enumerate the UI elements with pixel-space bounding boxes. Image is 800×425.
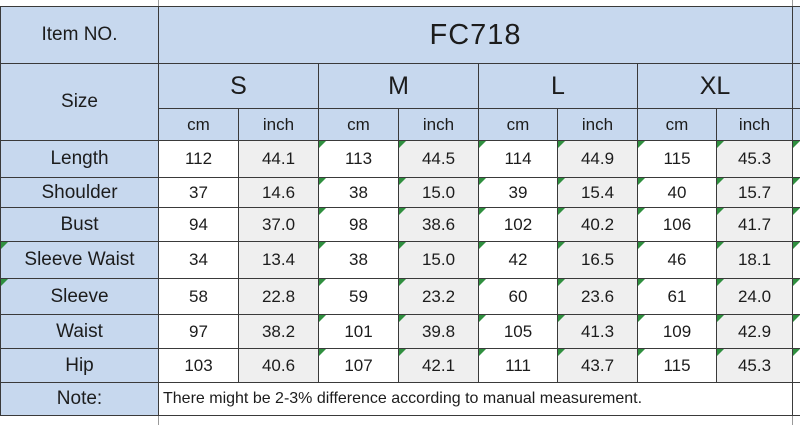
row-label: Bust (0, 207, 159, 242)
cutoff-column-cell (792, 140, 800, 178)
measurement-cell: 13.4 (238, 241, 319, 279)
note-text: There might be 2-3% difference according… (157, 382, 794, 416)
measurement-cell: 39 (478, 177, 558, 208)
size-label: Size (0, 63, 159, 141)
measurement-cell: 115 (637, 140, 717, 178)
size-chart-table: Item NO. FC718 Size S M L XL cm inch cm … (0, 6, 800, 416)
row-label: Hip (0, 348, 159, 383)
cutoff-column-cell (792, 63, 800, 109)
measurement-cell: 98 (318, 207, 399, 242)
measurement-cell: 14.6 (238, 177, 319, 208)
measurement-cell: 109 (637, 314, 717, 349)
size-header-s: S (158, 63, 319, 109)
unit-header-inch: inch (557, 108, 638, 141)
measurement-cell: 44.5 (398, 140, 479, 178)
measurement-cell: 23.6 (557, 278, 638, 315)
measurement-cell: 15.0 (398, 241, 479, 279)
unit-header-cm: cm (478, 108, 558, 141)
measurement-cell: 15.4 (557, 177, 638, 208)
measurement-cell: 61 (637, 278, 717, 315)
measurement-cell: 106 (637, 207, 717, 242)
measurement-cell: 43.7 (557, 348, 638, 383)
measurement-cell: 42 (478, 241, 558, 279)
grid-line (158, 0, 159, 6)
grid-line (792, 416, 793, 425)
measurement-cell: 22.8 (238, 278, 319, 315)
measurement-cell: 45.3 (715, 140, 794, 178)
measurement-cell: 23.2 (398, 278, 479, 315)
measurement-cell: 40 (637, 177, 717, 208)
measurement-cell: 42.1 (398, 348, 479, 383)
measurement-cell: 34 (158, 241, 239, 279)
measurement-cell: 40.6 (238, 348, 319, 383)
measurement-cell: 46 (637, 241, 717, 279)
measurement-cell: 114 (478, 140, 558, 178)
measurement-cell: 44.9 (557, 140, 638, 178)
measurement-cell: 101 (318, 314, 399, 349)
measurement-cell: 38.6 (398, 207, 479, 242)
cutoff-column-cell (792, 108, 800, 141)
unit-header-cm: cm (637, 108, 717, 141)
measurement-cell: 15.7 (715, 177, 794, 208)
row-label: Length (0, 140, 159, 178)
measurement-cell: 24.0 (715, 278, 794, 315)
size-header-xl: XL (636, 63, 794, 109)
measurement-cell: 94 (158, 207, 239, 242)
measurement-cell: 58 (158, 278, 239, 315)
size-header-m: M (318, 63, 479, 109)
measurement-cell: 41.3 (557, 314, 638, 349)
measurement-cell: 97 (158, 314, 239, 349)
measurement-cell: 103 (158, 348, 239, 383)
measurement-cell: 115 (637, 348, 717, 383)
unit-header-cm: cm (158, 108, 239, 141)
measurement-cell: 44.1 (238, 140, 319, 178)
row-label: Shoulder (0, 177, 159, 208)
unit-header-inch: inch (238, 108, 319, 141)
cutoff-column-cell (792, 6, 800, 64)
cutoff-column-cell (792, 241, 800, 279)
measurement-cell: 39.8 (398, 314, 479, 349)
grid-line (158, 416, 159, 425)
measurement-cell: 111 (478, 348, 558, 383)
measurement-cell: 38 (318, 241, 399, 279)
cutoff-column-cell (792, 382, 800, 416)
measurement-cell: 42.9 (715, 314, 794, 349)
cutoff-column-cell (792, 348, 800, 383)
measurement-cell: 107 (318, 348, 399, 383)
unit-header-inch: inch (715, 108, 794, 141)
cutoff-column-cell (792, 314, 800, 349)
row-label: Waist (0, 314, 159, 349)
measurement-cell: 16.5 (557, 241, 638, 279)
cutoff-column-cell (792, 278, 800, 315)
measurement-cell: 41.7 (715, 207, 794, 242)
measurement-cell: 18.1 (715, 241, 794, 279)
item-no-label: Item NO. (0, 6, 159, 64)
cutoff-column-cell (792, 207, 800, 242)
measurement-cell: 60 (478, 278, 558, 315)
measurement-cell: 38.2 (238, 314, 319, 349)
row-label: Sleeve Waist (0, 241, 159, 279)
cutoff-column-cell (792, 177, 800, 208)
grid-line (792, 0, 793, 6)
measurement-cell: 37 (158, 177, 239, 208)
measurement-cell: 40.2 (557, 207, 638, 242)
measurement-cell: 15.0 (398, 177, 479, 208)
row-label: Sleeve (0, 278, 159, 315)
measurement-cell: 102 (478, 207, 558, 242)
unit-header-inch: inch (398, 108, 479, 141)
unit-header-cm: cm (318, 108, 399, 141)
measurement-cell: 45.3 (715, 348, 794, 383)
measurement-cell: 37.0 (238, 207, 319, 242)
measurement-cell: 112 (158, 140, 239, 178)
measurement-cell: 113 (318, 140, 399, 178)
size-header-l: L (478, 63, 638, 109)
item-no-value: FC718 (157, 6, 794, 64)
measurement-cell: 105 (478, 314, 558, 349)
measurement-cell: 59 (318, 278, 399, 315)
measurement-cell: 38 (318, 177, 399, 208)
note-label: Note: (0, 382, 159, 416)
